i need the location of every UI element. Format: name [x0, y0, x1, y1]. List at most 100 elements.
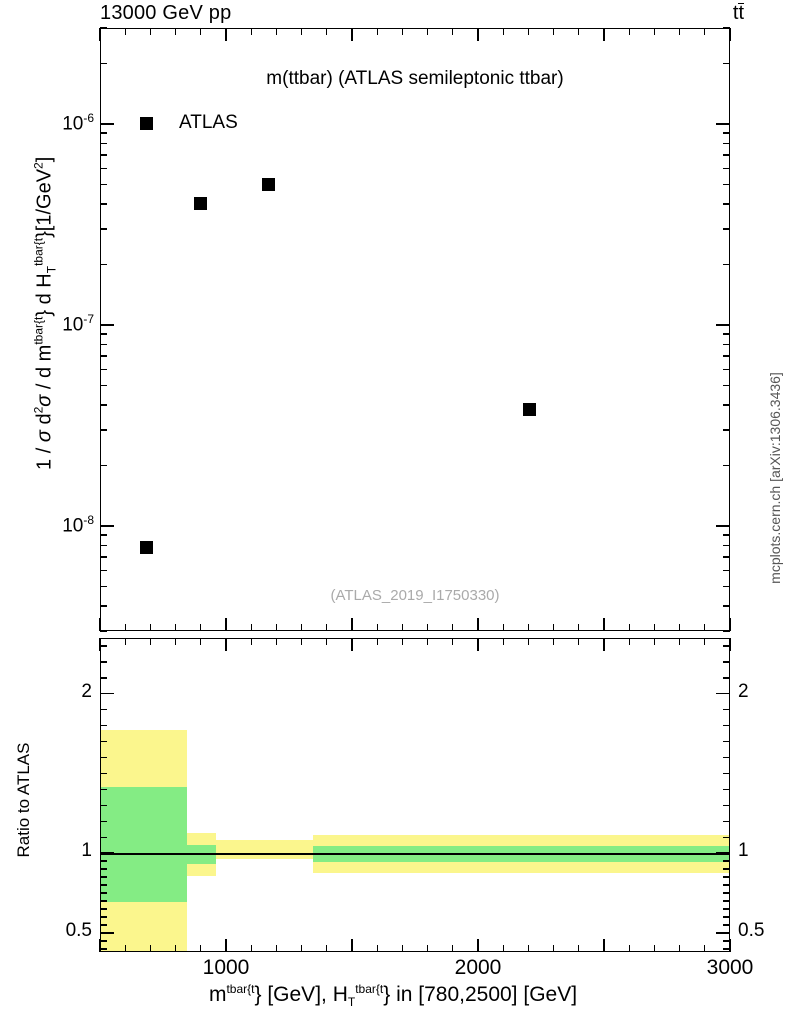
ratio-xtick-1800: [426, 638, 429, 645]
ratio-ytick-r-2.1: [723, 677, 730, 679]
main-xtick-b-1200: [275, 624, 278, 631]
header-process-label: tt: [733, 2, 744, 25]
data-point-marker: [140, 541, 154, 555]
ratio-xtick-b-1500: [351, 939, 353, 952]
ratio-ytick-r-0.8: [723, 884, 730, 886]
main-ytick-r-3e-6: [723, 27, 730, 29]
main-ytick-4e-9: [100, 605, 107, 607]
ratio-xtick-1500: [351, 638, 353, 651]
ratio-ytick-0.85: [100, 876, 107, 878]
main-xtick-2000: [477, 28, 479, 41]
ratio-xtick-b-1900: [452, 945, 454, 952]
main-ytick-r-2e-8: [723, 464, 730, 467]
main-xtick-b-1000: [225, 618, 227, 631]
ratio-unity-line: [101, 853, 729, 856]
ratio-ytick-0.5: [100, 932, 114, 934]
main-xtick-b-2300: [552, 624, 555, 631]
main-xtick-b-2000: [477, 618, 479, 631]
ratio-xtick-b-700: [149, 945, 152, 952]
ratio-ytick-r-0.85: [723, 876, 730, 878]
ratio-xtick-b-500: [99, 939, 101, 952]
main-ytick-r-4e-9: [723, 605, 730, 607]
main-xtick-b-1700: [401, 624, 404, 631]
ratio-ytick-r-2: [716, 693, 730, 695]
main-xtick-600: [124, 28, 126, 35]
main-xtick-2400: [578, 28, 580, 35]
main-ytick-mantissa: 10: [62, 515, 84, 537]
ratio-xtick-2800: [678, 638, 681, 645]
main-ytick-r-4e-7: [723, 203, 730, 205]
credit-text: mcplots.cern.ch [arXiv:1306.3436]: [767, 372, 783, 584]
main-ytick-8e-7: [100, 142, 107, 145]
ratio-ytick-1.6: [100, 756, 107, 759]
main-xtick-1200: [275, 28, 278, 35]
main-xtick-b-1800: [426, 624, 429, 631]
main-ytick-r-8e-7: [723, 142, 730, 145]
ratio-xtick-b-2300: [552, 945, 555, 952]
ratio-xtick-3000: [729, 638, 731, 651]
main-ytick-r-2e-6: [723, 62, 730, 65]
main-ytick-2e-8: [100, 464, 107, 467]
main-ytick-r-9e-8: [723, 333, 730, 335]
main-ytick-r-6e-8: [723, 368, 730, 371]
main-xtick-b-2400: [578, 624, 580, 631]
ratio-xtick-700: [149, 638, 152, 645]
main-ytick-9e-8: [100, 333, 107, 335]
ratio-xtick-1700: [401, 638, 404, 645]
main-xtick-b-1500: [351, 618, 353, 631]
main-ytick-3e-8: [100, 429, 107, 431]
main-ytick-label--8: 10-8: [22, 513, 94, 537]
ratio-xtick-2500: [603, 638, 605, 651]
main-ytick-label--7: 10-7: [22, 312, 94, 336]
ratio-xtick-600: [124, 638, 126, 645]
ratio-xtick-b-2000: [477, 939, 479, 952]
main-ytick-2e-6: [100, 62, 107, 65]
data-point-marker: [523, 402, 537, 416]
main-xtick-2900: [704, 28, 706, 35]
main-ytick-6e-8: [100, 368, 107, 371]
ratio-xtick-b-1400: [326, 945, 328, 952]
ratio-xtick-b-900: [200, 945, 202, 952]
ratio-ytick-2: [100, 693, 114, 695]
ratio-xtick-1300: [300, 638, 303, 645]
main-xtick-b-1600: [376, 624, 378, 631]
main-xtick-b-1900: [452, 624, 454, 631]
main-xtick-1600: [376, 28, 378, 35]
ratio-ytick-r-1.8: [723, 724, 730, 727]
main-ytick-1e-7: [100, 324, 114, 326]
ratio-xtick-b-2200: [527, 945, 530, 952]
main-ytick-r-7e-7: [723, 154, 730, 156]
main-xtick-1900: [452, 28, 454, 35]
main-ytick-6e-9: [100, 569, 107, 572]
ratio-ytick-label-left-2: 2: [81, 680, 92, 702]
main-xtick-b-2200: [527, 624, 530, 631]
main-ytick-3e-9: [100, 630, 107, 632]
ratio-ytick-r-0.5: [716, 932, 730, 934]
plot-title: m(ttbar) (ATLAS semileptonic ttbar): [266, 68, 564, 89]
main-ytick-r-3e-9: [723, 630, 730, 632]
ratio-ytick-label-right-2: 2: [738, 680, 749, 702]
ratio-ytick-r-0.95: [723, 860, 730, 862]
main-ytick-7e-7: [100, 154, 107, 156]
main-xtick-b-500: [99, 618, 101, 631]
main-xtick-1700: [401, 28, 404, 35]
ratio-ytick-r-2.2: [723, 661, 730, 663]
x-axis-title: mtbar{t} [GeV], HTtbar{t} in [780,2500] …: [208, 982, 578, 1010]
ratio-xtick-b-1800: [426, 945, 429, 952]
main-xtick-2300: [552, 28, 555, 35]
main-ytick-r-4e-8: [723, 404, 730, 406]
ratio-ytick-r-1.9: [723, 709, 730, 711]
main-xtick-2100: [502, 28, 504, 35]
ratio-xtick-1400: [326, 638, 328, 645]
ratio-band-inner: [101, 787, 187, 902]
header-process-t: t: [732, 2, 739, 24]
ratio-ytick-r-1.2: [723, 820, 730, 822]
ratio-xtick-1900: [452, 638, 454, 645]
ratio-ytick-0.7: [100, 900, 107, 902]
ratio-ytick-1.4: [100, 788, 107, 791]
ratio-xtick-2300: [552, 638, 555, 645]
ratio-xtick-1000: [225, 638, 227, 651]
ratio-xtick-b-800: [174, 945, 177, 952]
ratio-ytick-0.95: [100, 860, 107, 862]
main-ytick-r-7e-8: [723, 355, 730, 357]
